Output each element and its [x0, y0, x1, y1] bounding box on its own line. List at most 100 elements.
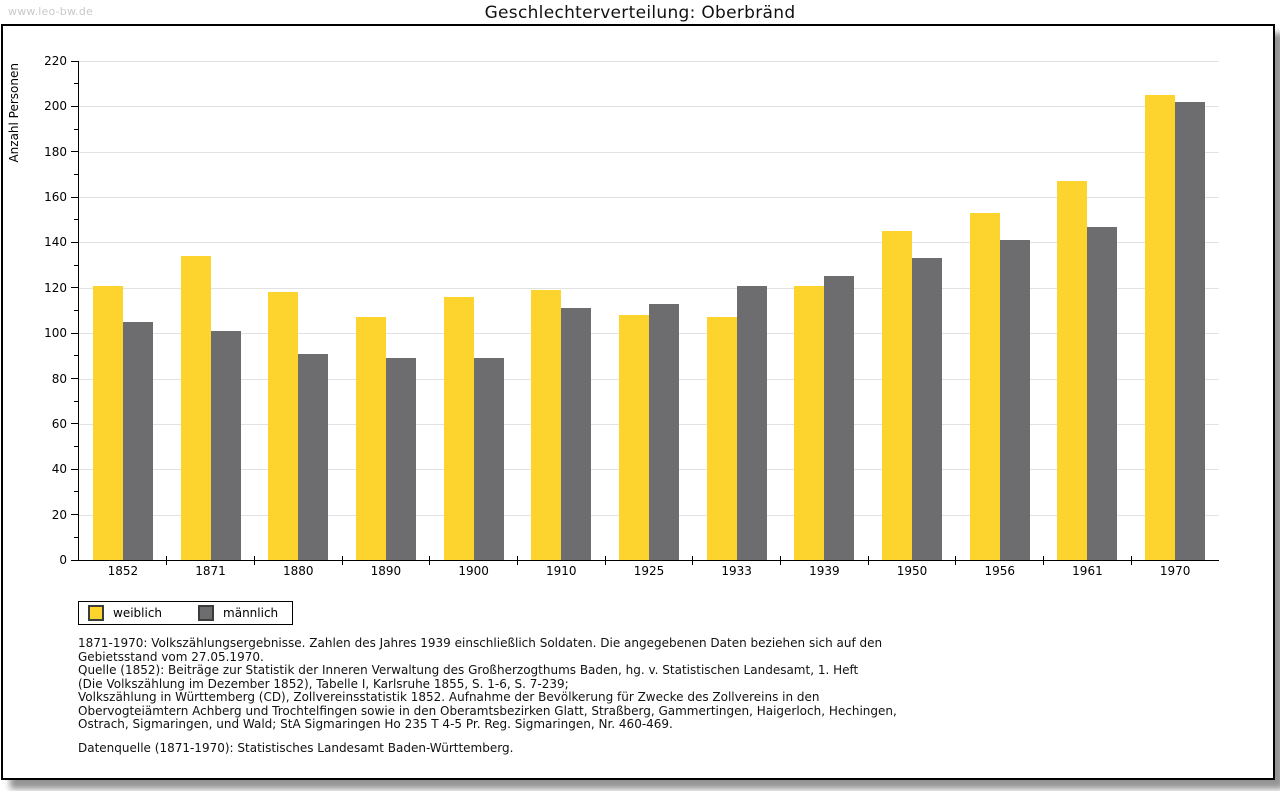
y-axis-tick: [71, 423, 79, 425]
site-watermark: www.leo-bw.de: [8, 5, 94, 18]
bar-weiblich: [794, 285, 825, 560]
y-tick-label: 60: [51, 416, 67, 431]
x-tick-label: 1925: [633, 564, 665, 578]
x-tick-label: 1880: [282, 564, 314, 578]
bar-weiblich: [443, 296, 474, 560]
x-axis-tick: [253, 556, 255, 565]
y-axis-minor-tick: [74, 536, 79, 538]
gridline: [79, 242, 1219, 244]
y-tick-label: 20: [51, 507, 67, 522]
y-axis-minor-tick: [74, 446, 79, 448]
x-tick-label: 1910: [546, 564, 577, 578]
bar-weiblich: [531, 290, 562, 560]
chart-card: Anzahl Personen 0 20 40 60 80 100 120 140 160 180…: [1, 24, 1275, 780]
y-tick-label: 200: [44, 99, 67, 114]
gridline: [79, 287, 1219, 289]
y-axis-tick: [71, 151, 79, 153]
y-tick-label: 40: [51, 462, 67, 477]
bar-weiblich: [355, 317, 386, 560]
data-source-line: Datenquelle (1871-1970): Statistisches L…: [78, 741, 514, 755]
bar-weiblich: [268, 292, 299, 560]
y-tick-label: 140: [44, 235, 67, 250]
y-tick-label: 100: [44, 326, 67, 341]
x-tick-label: 1961: [1072, 564, 1103, 578]
x-axis-tick: [1130, 556, 1132, 565]
y-tick-label: 80: [51, 371, 67, 386]
x-axis-tick: [429, 556, 431, 565]
bar-männlich: [999, 240, 1030, 560]
gridline: [79, 151, 1219, 153]
legend-swatch-männlich: [198, 605, 215, 621]
y-axis-tick: [71, 468, 79, 470]
x-tick-label: 1900: [458, 564, 489, 578]
bar-weiblich: [180, 256, 211, 560]
x-axis-tick: [955, 556, 957, 565]
bar-weiblich: [1145, 95, 1176, 560]
chart-title: Geschlechterverteilung: Oberbränd: [484, 3, 796, 23]
y-axis-minor-tick: [74, 83, 79, 85]
y-axis-tick: [71, 241, 79, 243]
x-tick-label: 1939: [809, 564, 840, 578]
y-tick-label: 160: [44, 190, 67, 205]
bar-männlich: [561, 308, 592, 560]
x-tick-label: 1950: [896, 564, 928, 578]
source-note-line: Obervogteiämtern Achberg und Trochtelfin…: [78, 703, 897, 718]
bar-männlich: [1175, 101, 1206, 560]
gridline: [79, 106, 1219, 108]
x-axis-tick: [692, 556, 694, 565]
y-axis-tick: [71, 60, 79, 62]
x-tick-label: 1956: [984, 564, 1016, 578]
gridline: [79, 197, 1219, 199]
x-tick-label: 1890: [370, 564, 402, 578]
bar-weiblich: [619, 315, 649, 560]
y-axis-minor-tick: [74, 264, 79, 266]
legend-item: weiblich: [88, 605, 162, 621]
x-tick-label: 1871: [195, 564, 226, 578]
source-note-line: 1871-1970: Volkszählungsergebnisse. Zahl…: [78, 636, 883, 650]
bar-männlich: [649, 303, 679, 560]
x-axis-tick: [780, 556, 782, 565]
x-axis-tick: [341, 556, 343, 565]
bar-männlich: [385, 358, 416, 560]
legend-label: weiblich: [113, 605, 163, 620]
x-tick-label: 1852: [107, 564, 139, 578]
y-axis-tick: [71, 378, 79, 380]
legend-label: männlich: [223, 605, 279, 620]
x-axis-tick: [1043, 556, 1045, 565]
y-axis-minor-tick: [74, 219, 79, 221]
bar-männlich: [298, 353, 329, 560]
y-tick-label: 120: [44, 280, 67, 295]
y-axis-tick: [71, 514, 79, 516]
bar-weiblich: [882, 231, 913, 560]
y-axis-minor-tick: [74, 355, 79, 357]
bar-männlich: [736, 285, 767, 560]
source-note-line: Quelle (1852): Beiträge zur Statistik de…: [78, 663, 859, 677]
y-axis-tick: [71, 105, 79, 107]
bar-männlich: [210, 330, 241, 560]
source-notes: 1871-1970: Volkszählungsergebnisse. Zahl…: [78, 636, 897, 732]
y-axis-tick: [71, 559, 79, 561]
bar-weiblich: [92, 285, 123, 560]
source-note-line: (Die Volkszählung im Dezember 1852), Tab…: [78, 676, 569, 691]
y-axis-minor-tick: [74, 400, 79, 402]
source-note-line: Gebietsstand vom 27.05.1970.: [78, 649, 264, 664]
y-axis-tick: [71, 332, 79, 334]
y-axis-tick: [71, 287, 79, 289]
y-axis-minor-tick: [74, 173, 79, 175]
bar-männlich: [912, 258, 943, 560]
x-axis-tick: [516, 556, 518, 565]
y-tick-label: 220: [44, 54, 67, 68]
bar-männlich: [122, 321, 153, 560]
source-note-line: Ostrach, Sigmaringen, und Wald; StA Sigm…: [78, 717, 673, 731]
bar-weiblich: [706, 317, 737, 560]
x-axis-tick: [166, 556, 168, 565]
x-tick-label: 1933: [721, 564, 752, 578]
bar-männlich: [473, 358, 504, 560]
gridline: [79, 61, 1219, 62]
source-note-line: Volkszählung in Württemberg (CD), Zollve…: [78, 690, 820, 704]
y-axis-minor-tick: [74, 491, 79, 493]
plot-area: 0 20 40 60 80 100 120 140 160 180 200 220 1852 1871 18…: [44, 54, 1219, 578]
bar-männlich: [824, 276, 855, 560]
bar-männlich: [1087, 226, 1118, 560]
legend: weiblich männlich: [78, 601, 294, 625]
